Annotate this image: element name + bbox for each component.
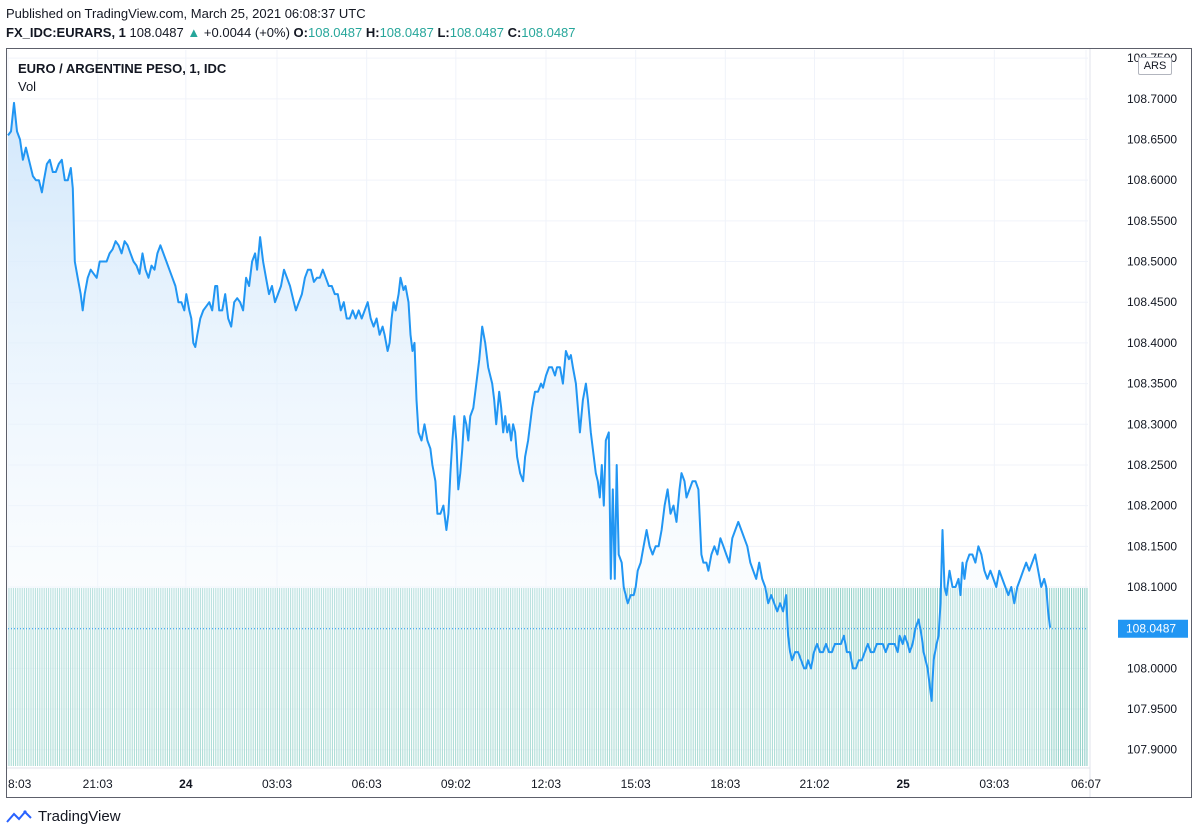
price-tick-label: 108.2000 [1127,499,1177,513]
high-value: 108.0487 [379,25,434,40]
price-tick-label: 108.6000 [1127,173,1177,187]
ohlc-bar: FX_IDC:EURARS, 1 108.0487 ▲ +0.0044 (+0%… [6,25,576,40]
price-axis[interactable]: 107.9000107.9500108.0000108.0500108.1000… [1127,51,1177,757]
price-tick-label: 108.0000 [1127,661,1177,675]
last-price: 108.0487 [129,25,184,40]
time-axis[interactable]: 8:03 21:03 24 03:03 06:03 09:02 12:03 15:03 18:0… [8,777,1101,791]
price-tick-label: 108.4000 [1127,336,1177,350]
chart-frame [6,48,1192,798]
price-tick-label: 108.4500 [1127,295,1177,309]
last-price-badge-text: 108.0487 [1126,622,1176,636]
open-label: O: [293,25,308,40]
price-tick-label: 108.3500 [1127,377,1177,391]
time-tick-label: 15:03 [621,777,651,791]
price-line [7,101,1052,702]
time-tick-label: 06:07 [1071,777,1101,791]
symbol-label: FX_IDC:EURARS, 1 [6,25,126,40]
price-tick-label: 108.5000 [1127,255,1177,269]
price-tick-label: 108.6500 [1127,133,1177,147]
price-tick-label: 107.9000 [1127,743,1177,757]
time-tick-label: 8:03 [8,777,32,791]
time-tick-label: 24 [179,777,193,791]
currency-badge[interactable]: ARS [1138,57,1172,75]
time-tick-label: 06:03 [352,777,382,791]
price-tick-label: 108.1000 [1127,580,1177,594]
chart-title: EURO / ARGENTINE PESO, 1, IDC [18,61,227,76]
last-price-badge-bg [1118,619,1188,638]
time-tick-label: 18:03 [710,777,740,791]
close-value: 108.0487 [521,25,576,40]
time-tick-label: 21:02 [799,777,829,791]
time-tick-label: 09:02 [441,777,471,791]
open-value: 108.0487 [308,25,363,40]
up-arrow-icon: ▲ [187,25,201,40]
tradingview-logo-icon [6,809,32,823]
price-tick-label: 107.9500 [1127,702,1177,716]
high-label: H: [365,25,380,40]
price-tick-label: 108.3000 [1127,417,1177,431]
time-tick-label: 03:03 [262,777,292,791]
brand-label: TradingView [38,808,121,825]
tradingview-footer[interactable]: TradingView [6,808,121,825]
time-tick-label: 25 [897,777,911,791]
time-tick-label: 12:03 [531,777,561,791]
time-tick-label: 21:03 [83,777,113,791]
price-tick-label: 108.7000 [1127,92,1177,106]
low-label: L: [437,25,450,40]
close-label: C: [507,25,522,40]
price-tick-label: 108.2500 [1127,458,1177,472]
volume-legend: Vol [18,79,37,94]
price-tick-label: 108.1500 [1127,539,1177,553]
time-tick-label: 03:03 [979,777,1009,791]
price-tick-label: 108.5500 [1127,214,1177,228]
low-value: 108.0487 [449,25,504,40]
published-caption: Published on TradingView.com, March 25, … [6,6,366,21]
change-value: +0.0044 (+0%) [203,25,290,40]
last-price-badge: 108.0487 [1118,619,1188,638]
